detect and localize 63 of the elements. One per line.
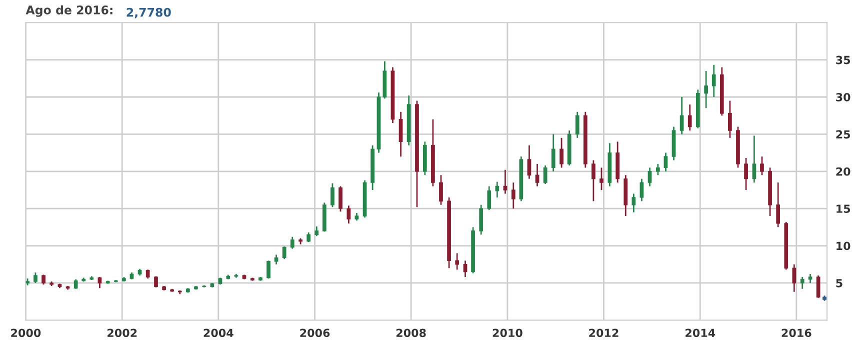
candlestick: [330, 182, 334, 208]
candlestick: [648, 166, 652, 187]
candlestick: [560, 137, 564, 168]
candlestick: [792, 264, 796, 293]
text: 2,7780: [126, 8, 171, 18]
x-tick-label: 2006: [300, 328, 330, 338]
candlestick: [728, 100, 732, 139]
y-tick-label: 15: [836, 204, 850, 213]
candlestick: [314, 226, 319, 237]
candlestick: [551, 134, 556, 172]
candlestick: [34, 272, 38, 284]
y-tick-label: 10: [836, 242, 850, 250]
candlestick: [439, 174, 443, 206]
candlestick: [575, 111, 580, 139]
candlestick: [290, 236, 294, 250]
candlestick: [306, 232, 311, 243]
x-tick-label: 2010: [492, 328, 522, 338]
candlestick: [592, 160, 596, 202]
candlestick: [776, 182, 780, 228]
candlestick: [338, 186, 342, 212]
candlestick: [535, 163, 540, 187]
y-tick-label: 25: [836, 130, 850, 139]
x-tick-label: 2016: [782, 328, 812, 338]
x-tick-label: 2004: [204, 328, 234, 338]
candlestick: [503, 169, 508, 194]
candlestick: [760, 156, 764, 176]
candlestick: [664, 152, 668, 172]
candlestick: [495, 181, 500, 198]
candlestick: [656, 163, 660, 176]
candlestick: [479, 204, 484, 236]
candlestick: [527, 144, 532, 180]
x-tick-label: 2008: [396, 328, 426, 338]
candlestick: [680, 96, 684, 135]
candlestick: [632, 193, 636, 213]
candlestick: [640, 178, 644, 202]
candlestick: [704, 70, 708, 109]
candlestick: [398, 111, 403, 158]
candlestick: [74, 278, 78, 290]
candlestick: [463, 260, 468, 278]
candlestick: [543, 164, 548, 185]
candlestick: [688, 104, 692, 132]
candlestick: [455, 252, 460, 270]
candlestick: [282, 246, 286, 260]
candlestick: [712, 64, 716, 98]
x-tick-label: 2012: [589, 328, 618, 338]
candlestick: [487, 186, 492, 211]
y-tick-label: 35: [836, 56, 850, 64]
y-tick-label: 5: [836, 279, 842, 288]
chart-title: Ago de 2016:: [26, 5, 112, 17]
candlestick: [600, 166, 604, 191]
candlestick: [744, 157, 748, 191]
candlestick: [98, 276, 102, 289]
x-tick-label: 2014: [686, 328, 716, 338]
candlestick: [800, 276, 804, 290]
y-tick-label: 20: [836, 167, 850, 176]
candlestick: [752, 134, 756, 184]
y-tick-label: 30: [836, 92, 850, 102]
x-tick-label: 2000: [11, 328, 41, 338]
candlestick: [266, 260, 270, 280]
candlestick: [511, 182, 516, 210]
x-tick-label: 2002: [108, 328, 137, 338]
candlestick: [816, 274, 820, 299]
candlestick: [346, 204, 351, 224]
